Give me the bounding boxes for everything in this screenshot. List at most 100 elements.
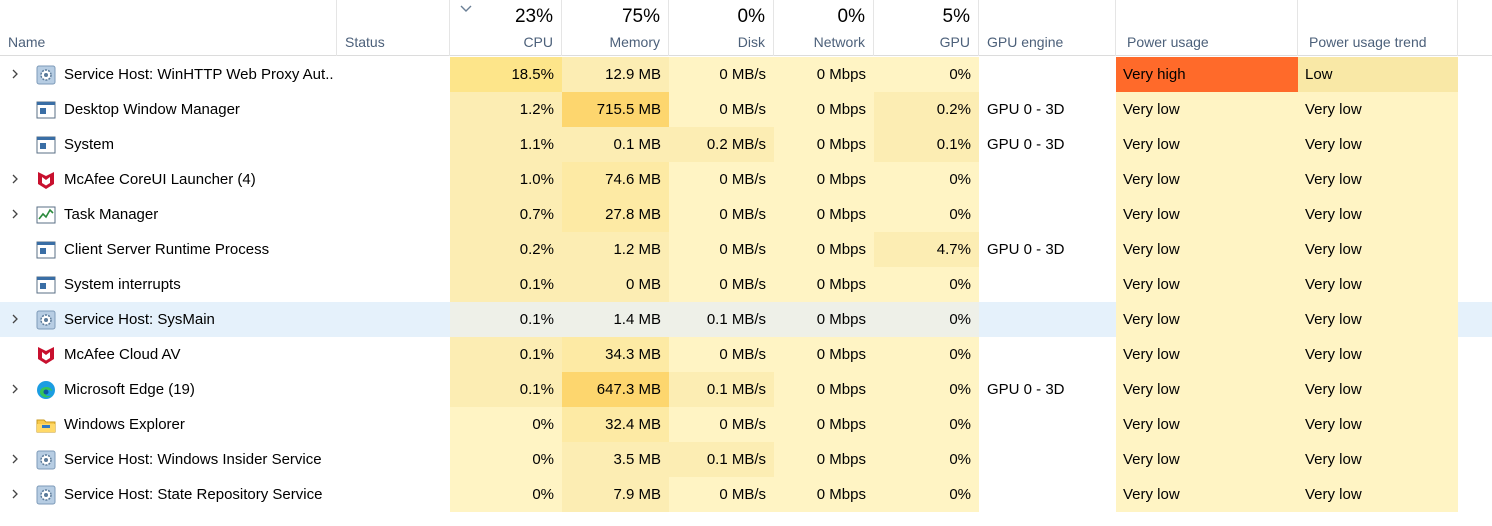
- process-row[interactable]: Client Server Runtime Process 0.2% 1.2 MB 0…: [0, 232, 1492, 267]
- column-label-cpu: CPU: [523, 34, 553, 50]
- chevron-right-icon[interactable]: [9, 453, 21, 465]
- chevron-right-icon[interactable]: [9, 313, 21, 325]
- chevron-right-icon[interactable]: [9, 383, 21, 395]
- power-cell: Very low: [1116, 302, 1298, 337]
- cpu-cell: 0%: [450, 407, 562, 442]
- process-row[interactable]: Microsoft Edge (19) 0.1% 647.3 MB 0.1 MB/s 0…: [0, 372, 1492, 407]
- column-label-memory: Memory: [609, 34, 660, 50]
- process-name: Service Host: SysMain: [64, 311, 215, 328]
- process-row[interactable]: Windows Explorer 0% 32.4 MB 0 MB/s 0 Mbps 0% V…: [0, 407, 1492, 442]
- gear-icon: [36, 65, 56, 85]
- power-cell: Very low: [1116, 442, 1298, 477]
- disk-cell: 0 MB/s: [669, 197, 774, 232]
- memory-cell: 0.1 MB: [562, 127, 669, 162]
- gpu-cell: 0.1%: [874, 127, 979, 162]
- power-cell: Very low: [1116, 477, 1298, 512]
- cpu-cell: 0.1%: [450, 302, 562, 337]
- power-cell: Very low: [1116, 127, 1298, 162]
- process-row[interactable]: Service Host: SysMain 0.1% 1.4 MB 0.1 MB/s 0…: [0, 302, 1492, 337]
- window-icon: [36, 135, 56, 155]
- power-trend-cell: Very low: [1298, 197, 1458, 232]
- network-cell: 0 Mbps: [774, 92, 874, 127]
- sort-descending-icon: [460, 5, 472, 12]
- power-trend-cell: Very low: [1298, 442, 1458, 477]
- disk-cell: 0.1 MB/s: [669, 442, 774, 477]
- process-row[interactable]: Service Host: State Repository Service 0%…: [0, 477, 1492, 512]
- power-trend-cell: Very low: [1298, 162, 1458, 197]
- column-label-network: Network: [813, 34, 865, 50]
- column-label-gpu: GPU: [939, 34, 970, 50]
- gear-icon: [36, 485, 56, 505]
- power-cell: Very low: [1116, 267, 1298, 302]
- power-cell: Very low: [1116, 162, 1298, 197]
- process-row[interactable]: Service Host: Windows Insider Service 0% 3…: [0, 442, 1492, 477]
- process-name: Client Server Runtime Process: [64, 241, 270, 258]
- gpu-cell: 0%: [874, 57, 979, 92]
- gpu-total-percent: 5%: [942, 6, 970, 27]
- power-trend-cell: Very low: [1298, 232, 1458, 267]
- cpu-cell: 1.1%: [450, 127, 562, 162]
- column-label-disk: Disk: [737, 34, 765, 50]
- process-row[interactable]: Desktop Window Manager 1.2% 715.5 MB 0 MB/s…: [0, 92, 1492, 127]
- disk-cell: 0 MB/s: [669, 407, 774, 442]
- network-cell: 0 Mbps: [774, 267, 874, 302]
- gpu-engine-cell: [979, 162, 1116, 197]
- memory-cell: 1.4 MB: [562, 302, 669, 337]
- process-name: System interrupts: [64, 276, 181, 293]
- process-name: McAfee CoreUI Launcher (4): [64, 171, 256, 188]
- gpu-cell: 0.2%: [874, 92, 979, 127]
- column-header-memory[interactable]: 75% Memory: [562, 0, 669, 56]
- gpu-engine-cell: [979, 302, 1116, 337]
- column-header-gpu-engine[interactable]: GPU engine: [979, 0, 1116, 56]
- chevron-right-icon[interactable]: [9, 208, 21, 220]
- process-row[interactable]: McAfee CoreUI Launcher (4) 1.0% 74.6 MB 0 M…: [0, 162, 1492, 197]
- power-trend-cell: Very low: [1298, 337, 1458, 372]
- task-manager-icon: [36, 205, 56, 225]
- network-cell: 0 Mbps: [774, 407, 874, 442]
- memory-cell: 12.9 MB: [562, 57, 669, 92]
- process-list: Service Host: WinHTTP Web Proxy Aut... 18…: [0, 57, 1492, 512]
- power-cell: Very low: [1116, 372, 1298, 407]
- column-header-status[interactable]: Status: [337, 0, 450, 56]
- column-header-power-usage-trend[interactable]: Power usage trend: [1298, 0, 1458, 56]
- cpu-cell: 0%: [450, 477, 562, 512]
- power-cell: Very low: [1116, 337, 1298, 372]
- gpu-cell: 0%: [874, 442, 979, 477]
- gpu-engine-cell: [979, 477, 1116, 512]
- chevron-right-icon[interactable]: [9, 68, 21, 80]
- column-header-gpu[interactable]: 5% GPU: [874, 0, 979, 56]
- disk-cell: 0 MB/s: [669, 57, 774, 92]
- column-header-network[interactable]: 0% Network: [774, 0, 874, 56]
- gpu-cell: 0%: [874, 302, 979, 337]
- column-header-disk[interactable]: 0% Disk: [669, 0, 774, 56]
- process-row[interactable]: McAfee Cloud AV 0.1% 34.3 MB 0 MB/s 0 Mbps 0%…: [0, 337, 1492, 372]
- column-label-power-usage: Power usage: [1127, 34, 1209, 50]
- power-trend-cell: Very low: [1298, 127, 1458, 162]
- column-header-name[interactable]: Name: [0, 0, 337, 56]
- chevron-right-icon[interactable]: [9, 488, 21, 500]
- process-row[interactable]: Task Manager 0.7% 27.8 MB 0 MB/s 0 Mbps 0% Ver…: [0, 197, 1492, 232]
- chevron-right-icon[interactable]: [9, 173, 21, 185]
- process-row[interactable]: System 1.1% 0.1 MB 0.2 MB/s 0 Mbps 0.1% GPU 0 …: [0, 127, 1492, 162]
- column-header-power-usage[interactable]: Power usage: [1116, 0, 1298, 56]
- column-header-cpu[interactable]: 23% CPU: [450, 0, 562, 56]
- memory-cell: 0 MB: [562, 267, 669, 302]
- process-row[interactable]: Service Host: WinHTTP Web Proxy Aut... 18…: [0, 57, 1492, 92]
- network-cell: 0 Mbps: [774, 477, 874, 512]
- gpu-engine-cell: [979, 407, 1116, 442]
- cpu-cell: 1.0%: [450, 162, 562, 197]
- gpu-cell: 4.7%: [874, 232, 979, 267]
- cpu-cell: 1.2%: [450, 92, 562, 127]
- memory-cell: 27.8 MB: [562, 197, 669, 232]
- process-name: McAfee Cloud AV: [64, 346, 181, 363]
- gpu-cell: 0%: [874, 477, 979, 512]
- power-trend-cell: Very low: [1298, 267, 1458, 302]
- mcafee-icon: [36, 170, 56, 190]
- process-row[interactable]: System interrupts 0.1% 0 MB 0 MB/s 0 Mbps 0% V…: [0, 267, 1492, 302]
- window-icon: [36, 240, 56, 260]
- window-icon: [36, 100, 56, 120]
- power-trend-cell: Very low: [1298, 92, 1458, 127]
- network-cell: 0 Mbps: [774, 57, 874, 92]
- column-label-power-usage-trend: Power usage trend: [1309, 34, 1427, 50]
